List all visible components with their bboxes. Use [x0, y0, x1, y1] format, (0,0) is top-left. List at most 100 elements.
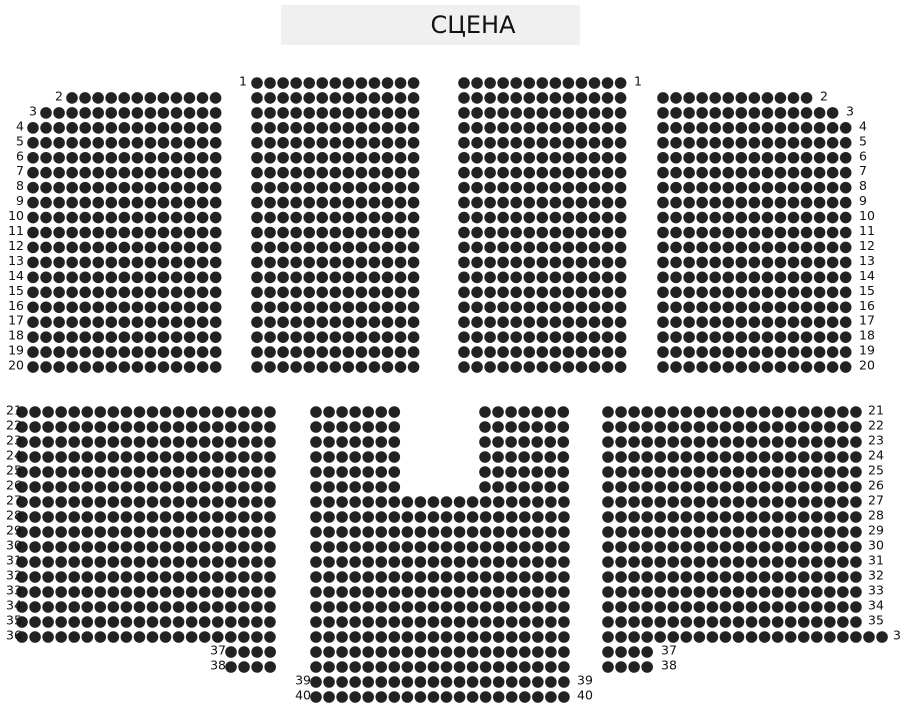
seat[interactable] [362, 676, 375, 688]
seat[interactable] [735, 301, 748, 314]
seat[interactable] [303, 166, 316, 179]
seat[interactable] [68, 496, 80, 508]
seat[interactable] [196, 256, 209, 269]
seat[interactable] [826, 137, 839, 149]
seat[interactable] [211, 481, 224, 493]
seat[interactable] [27, 166, 39, 179]
seat[interactable] [826, 166, 839, 179]
seat[interactable] [440, 646, 453, 658]
seat[interactable] [105, 122, 118, 134]
seat[interactable] [381, 271, 394, 284]
seat[interactable] [505, 556, 518, 568]
seat[interactable] [628, 481, 640, 493]
seat[interactable] [120, 466, 133, 478]
seat[interactable] [329, 256, 342, 269]
seat[interactable] [453, 541, 466, 553]
seat[interactable] [453, 586, 466, 598]
seat[interactable] [758, 556, 771, 568]
seat[interactable] [826, 196, 839, 209]
seat[interactable] [238, 436, 250, 448]
seat[interactable] [732, 406, 745, 418]
seat[interactable] [492, 586, 505, 598]
seat[interactable] [349, 556, 361, 568]
seat[interactable] [92, 241, 105, 254]
seat[interactable] [532, 661, 544, 673]
seat[interactable] [484, 77, 496, 89]
seat[interactable] [196, 107, 209, 119]
seat[interactable] [375, 586, 388, 598]
seat[interactable] [316, 241, 329, 254]
seat[interactable] [667, 631, 680, 643]
seat[interactable] [471, 107, 483, 119]
seat[interactable] [303, 331, 316, 343]
seat[interactable] [558, 496, 570, 508]
seat[interactable] [172, 556, 185, 568]
seat[interactable] [787, 256, 800, 269]
seat[interactable] [761, 211, 774, 224]
seat[interactable] [732, 436, 745, 448]
seat[interactable] [316, 226, 329, 239]
seat[interactable] [290, 316, 302, 329]
seat[interactable] [575, 151, 588, 164]
seat[interactable] [131, 166, 144, 179]
seat[interactable] [758, 496, 771, 508]
seat[interactable] [170, 151, 183, 164]
seat[interactable] [336, 571, 348, 583]
seat[interactable] [641, 406, 653, 418]
seat[interactable] [66, 166, 78, 179]
seat[interactable] [131, 92, 144, 104]
seat[interactable] [362, 601, 375, 613]
seat[interactable] [40, 301, 52, 314]
seat[interactable] [146, 406, 159, 418]
seat[interactable] [787, 361, 800, 373]
seat[interactable] [523, 107, 536, 119]
seat[interactable] [601, 316, 614, 329]
seat[interactable] [29, 616, 41, 628]
seat[interactable] [667, 511, 680, 523]
seat[interactable] [588, 166, 601, 179]
seat[interactable] [107, 406, 120, 418]
seat[interactable] [440, 601, 453, 613]
seat[interactable] [601, 346, 614, 358]
seat[interactable] [575, 256, 588, 269]
seat[interactable] [251, 526, 263, 538]
seat[interactable] [27, 241, 39, 254]
seat[interactable] [824, 511, 836, 523]
seat[interactable] [787, 346, 800, 358]
seat[interactable] [303, 301, 316, 314]
seat[interactable] [157, 361, 170, 373]
seat[interactable] [196, 151, 209, 164]
seat[interactable] [562, 346, 575, 358]
seat[interactable] [53, 241, 65, 254]
seat[interactable] [198, 436, 211, 448]
seat[interactable] [549, 107, 562, 119]
seat[interactable] [185, 421, 198, 433]
seat[interactable] [519, 601, 531, 613]
seat[interactable] [440, 691, 453, 703]
seat[interactable] [27, 301, 39, 314]
seat[interactable] [105, 331, 118, 343]
seat[interactable] [42, 406, 54, 418]
seat[interactable] [79, 211, 91, 224]
seat[interactable] [40, 226, 52, 239]
seat[interactable] [16, 481, 28, 493]
seat[interactable] [787, 181, 800, 194]
seat[interactable] [68, 406, 80, 418]
seat[interactable] [628, 541, 640, 553]
seat[interactable] [209, 286, 222, 299]
seat[interactable] [628, 646, 640, 658]
seat[interactable] [696, 256, 708, 269]
seat[interactable] [427, 676, 440, 688]
seat[interactable] [800, 346, 813, 358]
seat[interactable] [264, 526, 276, 538]
seat[interactable] [251, 316, 263, 329]
seat[interactable] [523, 122, 536, 134]
seat[interactable] [349, 571, 361, 583]
seat[interactable] [336, 676, 348, 688]
seat[interactable] [238, 451, 250, 463]
seat[interactable] [628, 571, 640, 583]
seat[interactable] [368, 286, 381, 299]
seat[interactable] [198, 466, 211, 478]
seat[interactable] [381, 316, 394, 329]
seat[interactable] [316, 211, 329, 224]
